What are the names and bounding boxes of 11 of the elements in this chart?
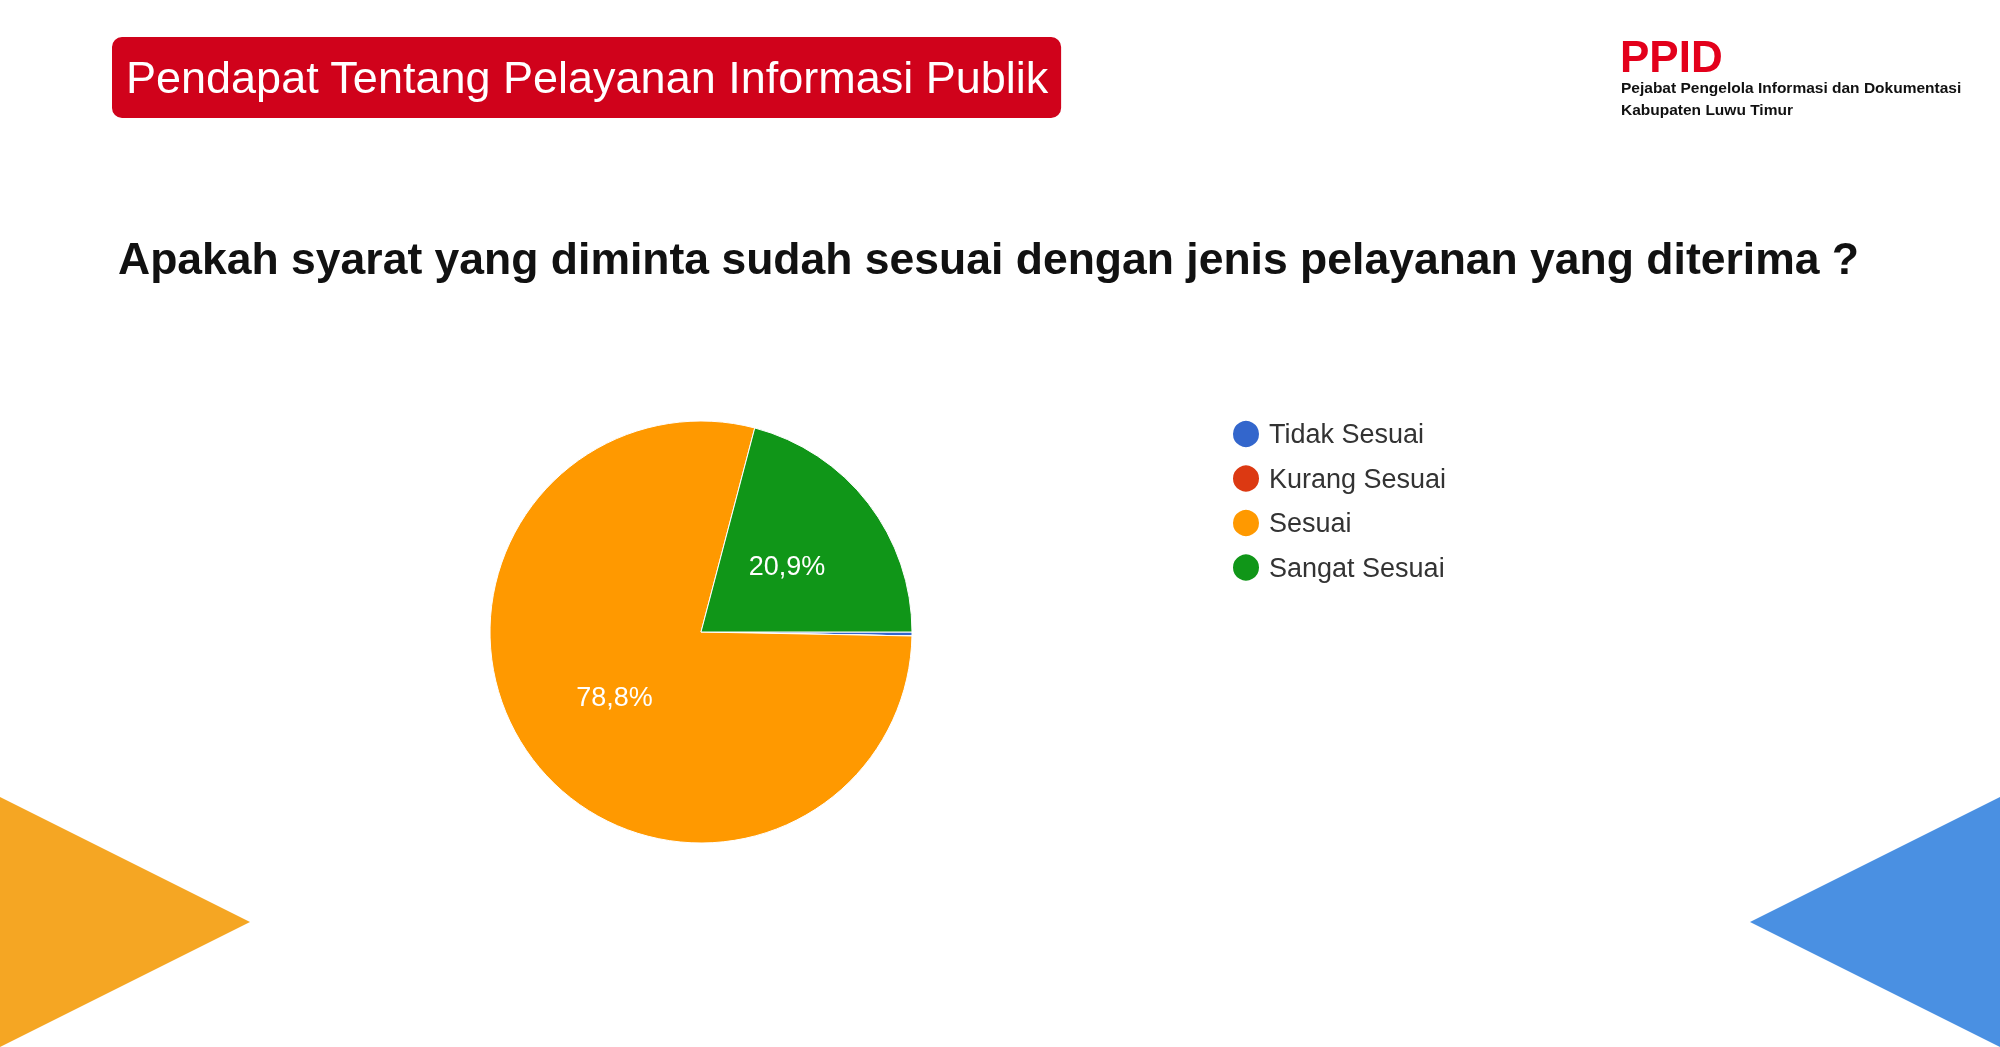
legend-label: Tidak Sesuai: [1269, 419, 1425, 449]
data-label: 20,9%: [748, 550, 826, 581]
chart-subtitle: Apakah syarat yang diminta sudah sesuai dengan jenis pelayanan yang diterima ?: [118, 234, 1859, 283]
chart-title: Pendapat Tentang Pelayanan Informasi Publik: [126, 52, 1049, 103]
legend-label: Sesuai: [1269, 508, 1352, 538]
legend-label: Kurang Sesuai: [1269, 463, 1447, 494]
text: PPID: [1620, 31, 1723, 81]
text: Pejabat Pengelola Informasi dan Dokumentasi: [1621, 78, 1962, 96]
legend-label: Sangat Sesuai: [1269, 552, 1445, 583]
data-label: 78,8%: [576, 682, 653, 713]
text: Kabupaten Luwu Timur: [1621, 100, 1793, 118]
